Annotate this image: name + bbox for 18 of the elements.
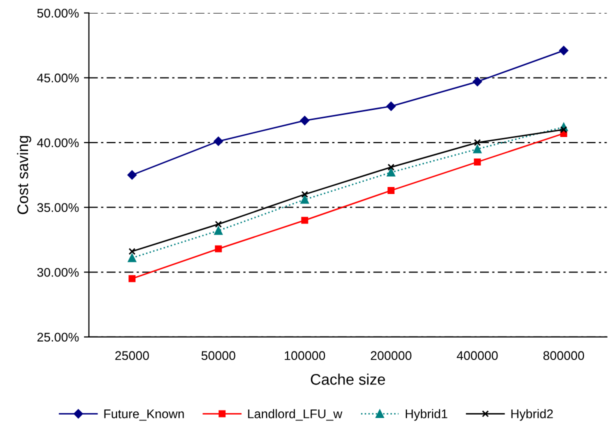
x-tick-label: 100000: [284, 351, 326, 360]
legend-label: Future_Known: [104, 410, 184, 421]
x-tick-label: 400000: [456, 351, 498, 360]
legend-label: Hybrid2: [511, 409, 553, 421]
legend-label: Hybrid1: [406, 409, 448, 421]
y-tick-label: 30.00%: [37, 268, 79, 277]
x-tick-label: 50000: [202, 351, 236, 360]
y-tick-label: 35.00%: [37, 203, 79, 212]
x-tick-label: 25000: [115, 351, 149, 360]
y-tick-label: 25.00%: [37, 332, 79, 342]
y-axis-title: Cost saving: [16, 136, 32, 214]
x-axis-title: Cache size: [310, 374, 385, 385]
y-tick-label: 45.00%: [37, 74, 79, 82]
y-tick-label: 50.00%: [37, 8, 79, 18]
x-tick-label: 800000: [543, 351, 584, 360]
y-tick-label: 40.00%: [37, 138, 79, 148]
legend-label: Landlord_LFU_w: [248, 409, 342, 421]
x-tick-label: 200000: [370, 351, 412, 360]
